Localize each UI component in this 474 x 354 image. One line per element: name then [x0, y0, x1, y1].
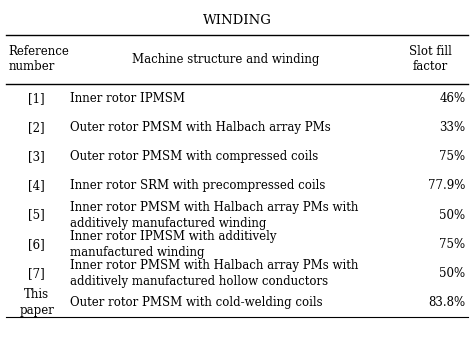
Text: [1]: [1] — [28, 92, 45, 105]
Text: Machine structure and winding: Machine structure and winding — [131, 53, 319, 66]
Text: [6]: [6] — [28, 238, 45, 251]
Text: 75%: 75% — [439, 150, 465, 163]
Text: [7]: [7] — [28, 267, 45, 280]
Text: 50%: 50% — [439, 209, 465, 222]
Text: 75%: 75% — [439, 238, 465, 251]
Text: Inner rotor PMSM with Halbach array PMs with
additively manufactured winding: Inner rotor PMSM with Halbach array PMs … — [70, 201, 358, 230]
Text: Inner rotor IPMSM: Inner rotor IPMSM — [70, 92, 185, 105]
Text: Inner rotor IPMSM with additively
manufactured winding: Inner rotor IPMSM with additively manufa… — [70, 230, 276, 259]
Text: [5]: [5] — [28, 209, 45, 222]
Text: Outer rotor PMSM with Halbach array PMs: Outer rotor PMSM with Halbach array PMs — [70, 121, 330, 134]
Text: Outer rotor PMSM with compressed coils: Outer rotor PMSM with compressed coils — [70, 150, 318, 163]
Text: Inner rotor PMSM with Halbach array PMs with
additively manufactured hollow cond: Inner rotor PMSM with Halbach array PMs … — [70, 259, 358, 288]
Text: 77.9%: 77.9% — [428, 179, 465, 193]
Text: Outer rotor PMSM with cold-welding coils: Outer rotor PMSM with cold-welding coils — [70, 296, 322, 309]
Text: [4]: [4] — [28, 179, 45, 193]
Text: [3]: [3] — [28, 150, 45, 163]
Text: 46%: 46% — [439, 92, 465, 105]
Text: Slot fill
factor: Slot fill factor — [409, 45, 452, 73]
Text: This
paper: This paper — [19, 288, 54, 317]
Text: Inner rotor SRM with precompressed coils: Inner rotor SRM with precompressed coils — [70, 179, 325, 193]
Text: Reference
number: Reference number — [9, 45, 69, 73]
Text: 33%: 33% — [439, 121, 465, 134]
Text: [2]: [2] — [28, 121, 45, 134]
Text: 50%: 50% — [439, 267, 465, 280]
Text: WINDING: WINDING — [202, 14, 272, 27]
Text: 83.8%: 83.8% — [428, 296, 465, 309]
